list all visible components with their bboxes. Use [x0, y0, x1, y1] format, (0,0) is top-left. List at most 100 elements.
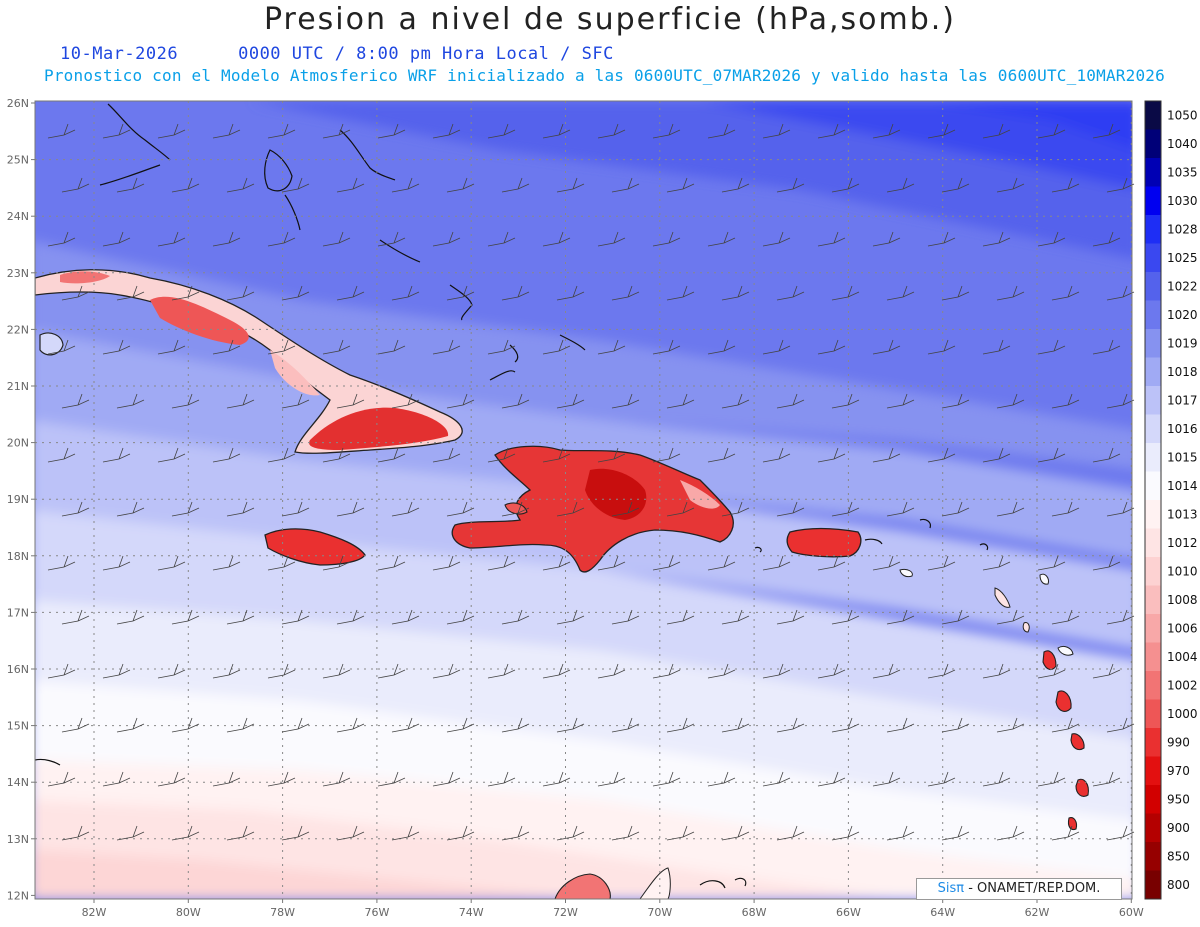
wind-barb [652, 447, 681, 463]
colorbar-swatch [1145, 300, 1161, 330]
wind-barb [61, 501, 90, 517]
wind-barb [446, 717, 475, 733]
wind-barb [432, 771, 461, 787]
wind-barb [212, 447, 241, 463]
wind-barb [941, 393, 970, 409]
wind-barb [61, 393, 90, 409]
colorbar-swatch [1145, 158, 1161, 187]
wind-barb [872, 339, 901, 355]
colorbar-swatch [1145, 272, 1161, 301]
credit-text: - ONAMET/REP.DOM. [964, 881, 1101, 896]
lon-label: 72W [553, 906, 578, 919]
colorbar-label: 900 [1167, 821, 1190, 835]
wind-barb [886, 393, 915, 409]
lat-label: 18N [7, 550, 29, 563]
lat-label: 13N [7, 833, 29, 846]
wind-barb [762, 555, 791, 571]
wind-barb [542, 771, 571, 787]
colorbar-swatch [1145, 215, 1161, 244]
wind-barb [157, 123, 186, 139]
wind-barb [501, 393, 530, 409]
colorbar-label: 1012 [1167, 536, 1198, 550]
wind-barb [666, 717, 695, 733]
wind-barb [487, 339, 516, 355]
wind-barb [267, 555, 296, 571]
wind-barb [707, 555, 736, 571]
wind-barb [171, 393, 200, 409]
wind-barb [652, 123, 681, 139]
wind-barb [817, 123, 846, 139]
wind-barb [762, 663, 791, 679]
wind-barb [872, 123, 901, 139]
wind-barb [941, 825, 970, 841]
wind-barb [1037, 231, 1066, 247]
wind-barb [1051, 501, 1080, 517]
wind-barb [996, 285, 1025, 301]
wind-barb [996, 501, 1025, 517]
wind-barb [267, 123, 296, 139]
wind-barb [377, 447, 406, 463]
wind-barb [666, 393, 695, 409]
wind-barb [391, 825, 420, 841]
wind-barb [322, 123, 351, 139]
wind-barb [1051, 717, 1080, 733]
valid-date: 10-Mar-2026 [60, 44, 179, 64]
wind-barb [377, 123, 406, 139]
wind-barb [597, 447, 626, 463]
wind-barb [597, 123, 626, 139]
wind-barb [102, 447, 131, 463]
wind-barb [1051, 609, 1080, 625]
lon-label: 70W [647, 906, 672, 919]
wind-barb [886, 285, 915, 301]
wind-barb [47, 771, 76, 787]
wind-barb [446, 285, 475, 301]
colorbar-label: 970 [1167, 764, 1190, 778]
wind-barb [817, 447, 846, 463]
wind-barb [556, 285, 585, 301]
wind-barb [336, 501, 365, 517]
wind-barb [377, 231, 406, 247]
wind-barb [226, 501, 255, 517]
wind-barb [707, 771, 736, 787]
wind-barb [391, 285, 420, 301]
wind-barb [171, 609, 200, 625]
wind-barb [391, 501, 420, 517]
wind-barb [267, 663, 296, 679]
wind-barb [116, 609, 145, 625]
wind-barb [157, 231, 186, 247]
wind-barb [226, 393, 255, 409]
wind-barb [721, 177, 750, 193]
wind-barb [652, 555, 681, 571]
wind-barb [707, 447, 736, 463]
wind-barb [556, 177, 585, 193]
colorbar-label: 1008 [1167, 593, 1198, 607]
wind-barb [322, 339, 351, 355]
colorbar-swatch [1145, 813, 1161, 843]
wind-barb [707, 339, 736, 355]
wind-barb [501, 609, 530, 625]
wind-barb [996, 177, 1025, 193]
wind-barb [666, 501, 695, 517]
wind-barb [611, 177, 640, 193]
wind-barb [831, 285, 860, 301]
wind-barb [391, 393, 420, 409]
wind-barb [336, 177, 365, 193]
chart-title: Presion a nivel de superficie (hPa,somb.… [263, 2, 957, 37]
wind-barb [102, 231, 131, 247]
credit-box: Sisπ - ONAMET/REP.DOM. [916, 878, 1122, 900]
wind-barb [776, 825, 805, 841]
wind-barb [322, 231, 351, 247]
colorbar-swatch [1145, 357, 1161, 387]
wind-barb [446, 609, 475, 625]
colorbar-swatch [1145, 329, 1161, 358]
colorbar-label: 990 [1167, 735, 1190, 749]
wind-barb [322, 771, 351, 787]
valid-time: 0000 UTC / 8:00 pm Hora Local / SFC [238, 44, 614, 64]
wind-barb [336, 609, 365, 625]
colorbar-label: 1030 [1167, 194, 1198, 208]
wind-barb [996, 825, 1025, 841]
colorbar-label: 1002 [1167, 678, 1198, 692]
wind-barb [157, 663, 186, 679]
wind-barb [1092, 447, 1121, 463]
wind-barb [432, 663, 461, 679]
